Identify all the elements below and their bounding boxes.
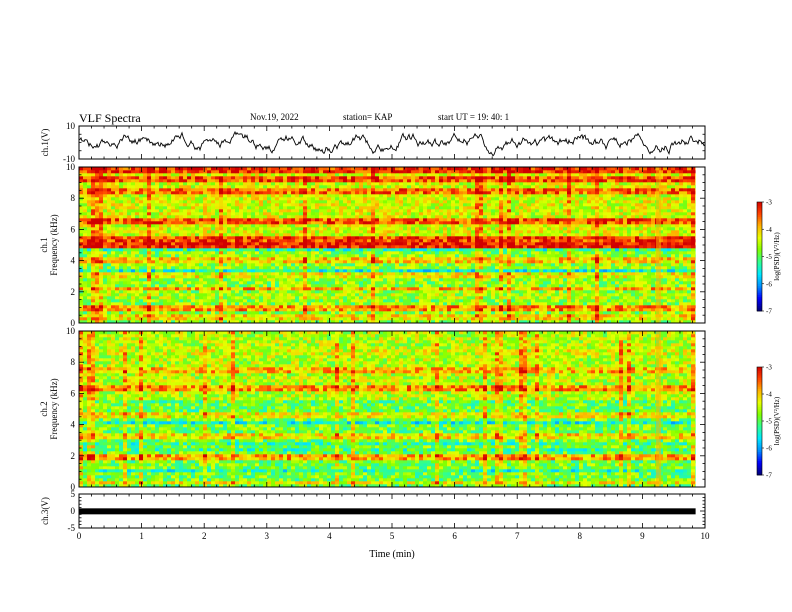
colorbar-tick--6: -6 (766, 445, 772, 453)
header-date: Nov.19, 2022 (250, 112, 299, 122)
header-station: station= KAP (343, 112, 393, 122)
colorbar-label-1: log(PSD)(V²/Hz) (773, 232, 781, 281)
colorbar-tick--3: -3 (766, 364, 772, 372)
x-tick-label-1: 1 (139, 531, 144, 541)
colorbar-tick--3: -3 (766, 199, 772, 207)
x-tick-label-10: 10 (701, 531, 711, 541)
x-tick-label-6: 6 (452, 531, 457, 541)
spectrogram-ch2-ytick-0: 0 (71, 482, 76, 492)
colorbar-tick--5: -5 (766, 253, 772, 261)
waveform-ch1-ytick-10: 10 (66, 121, 76, 131)
spectrogram-ch2-ytick-4: 4 (71, 420, 76, 430)
header-title: VLF Spectra (79, 111, 141, 125)
spectrogram-ch2 (79, 331, 705, 488)
colorbar-tick--7: -7 (766, 472, 772, 480)
colorbar-2 (756, 366, 764, 476)
x-tick-label-9: 9 (640, 531, 645, 541)
ch3-trace (79, 508, 696, 515)
spectro2-ylabel: ch.2Frequency (kHz) (39, 378, 59, 439)
colorbar-tick--4: -4 (766, 226, 772, 234)
x-axis-label: Time (min) (369, 549, 414, 560)
spectrogram-ch2-ytick-8: 8 (71, 357, 76, 367)
x-tick-label-5: 5 (390, 531, 395, 541)
colorbar-1 (756, 201, 764, 312)
waveform-ch3-ytick-5: 5 (71, 489, 76, 499)
x-tick-label-3: 3 (265, 531, 270, 541)
spectrogram-ch1-ytick-4: 4 (71, 256, 76, 266)
colorbar-tick--6: -6 (766, 280, 772, 288)
ch3-ylabel: ch.3(V) (40, 497, 50, 525)
ch1-trace (78, 130, 706, 157)
spectrogram-ch1 (79, 167, 705, 324)
colorbar-tick--4: -4 (766, 391, 772, 399)
spectrogram-ch2-ytick-2: 2 (71, 451, 76, 461)
spectrogram-ch1-ytick-2: 2 (71, 287, 76, 297)
x-tick-label-0: 0 (77, 531, 82, 541)
spectrogram-ch1-ytick-10: 10 (66, 162, 76, 172)
x-tick-label-2: 2 (202, 531, 207, 541)
x-tick-label-4: 4 (327, 531, 332, 541)
waveform-ch3-ytick--5: -5 (68, 523, 76, 533)
ch1-ylabel: ch.1(V) (40, 129, 50, 157)
spectrogram-ch1-ytick-0: 0 (71, 318, 76, 328)
spectrogram-ch2-ytick-6: 6 (71, 388, 76, 398)
spectrogram-ch1-ytick-8: 8 (71, 193, 76, 203)
waveform-ch3-ytick-0: 0 (71, 506, 76, 516)
spectrogram-ch1-ytick-6: 6 (71, 224, 76, 234)
broadband-burst (656, 331, 662, 487)
colorbar-tick--7: -7 (766, 308, 772, 316)
x-tick-label-8: 8 (578, 531, 583, 541)
broadband-burst (656, 167, 662, 323)
colorbar-tick--5: -5 (766, 418, 772, 426)
spectro1-ylabel: ch.1Frequency (kHz) (39, 214, 59, 275)
spectrogram-ch2-ytick-10: 10 (66, 326, 76, 336)
waveform-ch1-ytick--10: -10 (63, 154, 75, 164)
colorbar-label-2: log(PSD)(V²/Hz) (773, 396, 781, 445)
header-start-time: start UT = 19: 40: 1 (438, 112, 510, 122)
x-tick-label-7: 7 (515, 531, 520, 541)
